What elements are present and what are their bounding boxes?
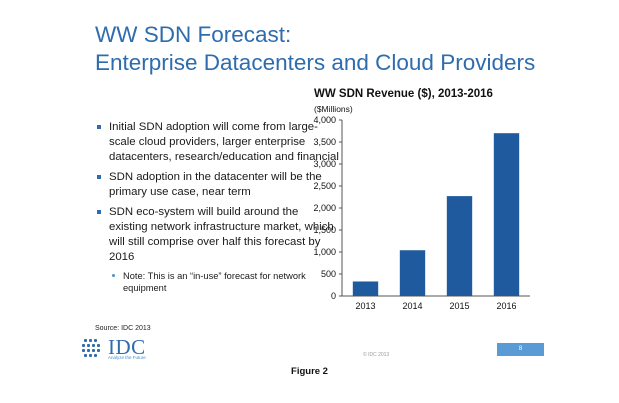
slide-title-line2: Enterprise Datacenters and Cloud Provide… <box>95 50 536 75</box>
copyright-text: © IDC 2013 <box>363 352 390 358</box>
bullet-text: SDN eco-system will build around the exi… <box>109 206 334 263</box>
bullet-text: Initial SDN adoption will come from larg… <box>109 121 339 163</box>
idc-logo-icon <box>82 339 100 357</box>
slide-title-line1: WW SDN Forecast: <box>95 22 292 47</box>
bullet-item: SDN eco-system will build around the exi… <box>95 205 340 265</box>
chart-unit-label: ($Millions) <box>314 104 353 114</box>
figure-caption: Figure 2 <box>291 366 328 377</box>
bar <box>399 250 426 296</box>
sub-bullet-marker-icon <box>112 274 115 277</box>
bullet-item: Initial SDN adoption will come from larg… <box>95 120 340 165</box>
bullet-marker-icon <box>97 175 101 179</box>
sub-bullet-item: Note: This is an “in-use” forecast for n… <box>95 270 340 294</box>
logo-tagline: Analyze the Future <box>108 355 146 360</box>
x-tick-label: 2014 <box>402 301 422 311</box>
slide-title: WW SDN Forecast: Enterprise Datacenters … <box>95 21 565 77</box>
y-tick-label: 3,000 <box>313 159 336 169</box>
y-tick-label: 2,000 <box>313 203 336 213</box>
bullet-marker-icon <box>97 210 101 214</box>
y-tick-label: 3,500 <box>313 137 336 147</box>
y-tick-label: 2,500 <box>313 181 336 191</box>
bar-chart: 0 500 1,000 1,500 2,000 2,500 3,000 3,500 4,000 2… <box>313 115 530 311</box>
x-tick-label: 2013 <box>355 301 375 311</box>
y-tick-label: 4,000 <box>313 115 336 125</box>
x-tick-label: 2015 <box>449 301 469 311</box>
bar <box>446 196 473 296</box>
bar <box>493 133 520 296</box>
bullet-list: Initial SDN adoption will come from larg… <box>95 120 340 294</box>
logo-text: IDC <box>108 335 146 359</box>
y-tick-label: 1,000 <box>313 247 336 257</box>
bullet-text: SDN adoption in the datacenter will be t… <box>109 171 322 198</box>
y-tick-label: 500 <box>321 269 336 279</box>
y-tick-label: 1,500 <box>313 225 336 235</box>
sub-bullet-text: Note: This is an “in-use” forecast for n… <box>123 271 306 293</box>
page-number-badge: 8 <box>497 343 544 356</box>
bar <box>352 281 379 296</box>
x-tick-label: 2016 <box>496 301 516 311</box>
bullet-marker-icon <box>97 125 101 129</box>
source-note: Source: IDC 2013 <box>95 325 151 332</box>
y-tick-label: 0 <box>331 291 336 301</box>
chart-title: WW SDN Revenue ($), 2013-2016 <box>314 88 493 100</box>
bullet-item: SDN adoption in the datacenter will be t… <box>95 170 340 200</box>
page-number: 8 <box>518 346 523 352</box>
